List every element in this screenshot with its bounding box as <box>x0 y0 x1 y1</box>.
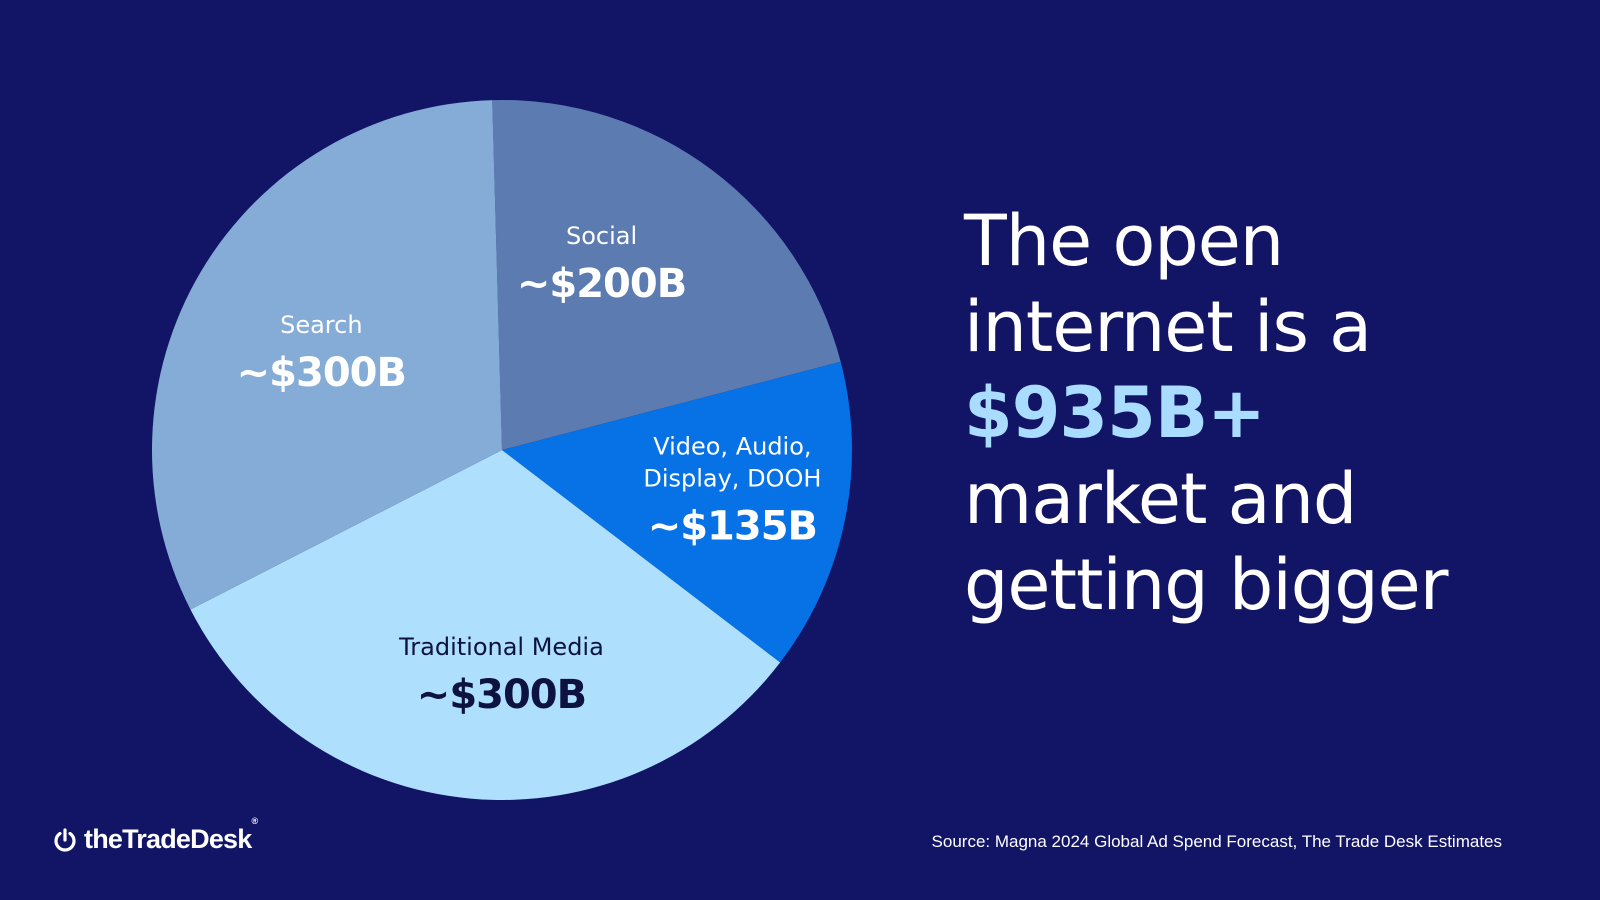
pie-slice-2 <box>190 450 781 800</box>
slice-value-label: ~$135B <box>648 503 817 549</box>
slice-category-label: Search <box>280 311 362 339</box>
pie-slice-3 <box>151 100 502 610</box>
slice-value-label: ~$300B <box>417 672 586 718</box>
slice-value-label: ~$300B <box>237 350 406 396</box>
headline-line-2: internet is a <box>964 286 1372 368</box>
pie-slice-1 <box>502 361 852 663</box>
headline-line-5: getting bigger <box>964 544 1449 626</box>
slice-category-label: Video, Audio, <box>653 432 811 460</box>
slice-category-label: Social <box>566 222 637 250</box>
logo-wordmark-text: theTradeDesk <box>84 824 252 854</box>
source-note: Source: Magna 2024 Global Ad Spend Forec… <box>931 832 1502 851</box>
slice-value-label: ~$200B <box>517 261 686 307</box>
headline: The open internet is a $935B+ market and… <box>964 198 1584 628</box>
company-logo: theTradeDesk® <box>52 816 258 855</box>
headline-highlight-value: $935B+ <box>964 372 1266 454</box>
power-logo-icon <box>54 827 76 852</box>
headline-line-1: The open <box>964 200 1284 282</box>
logo-wordmark: theTradeDesk® <box>84 816 258 855</box>
pie-slice-0 <box>492 100 841 450</box>
slice-category-label: Traditional Media <box>398 633 604 661</box>
logo-registered-mark: ® <box>251 816 258 826</box>
headline-line-4: market and <box>964 458 1357 540</box>
slice-category-label: Display, DOOH <box>643 464 821 492</box>
